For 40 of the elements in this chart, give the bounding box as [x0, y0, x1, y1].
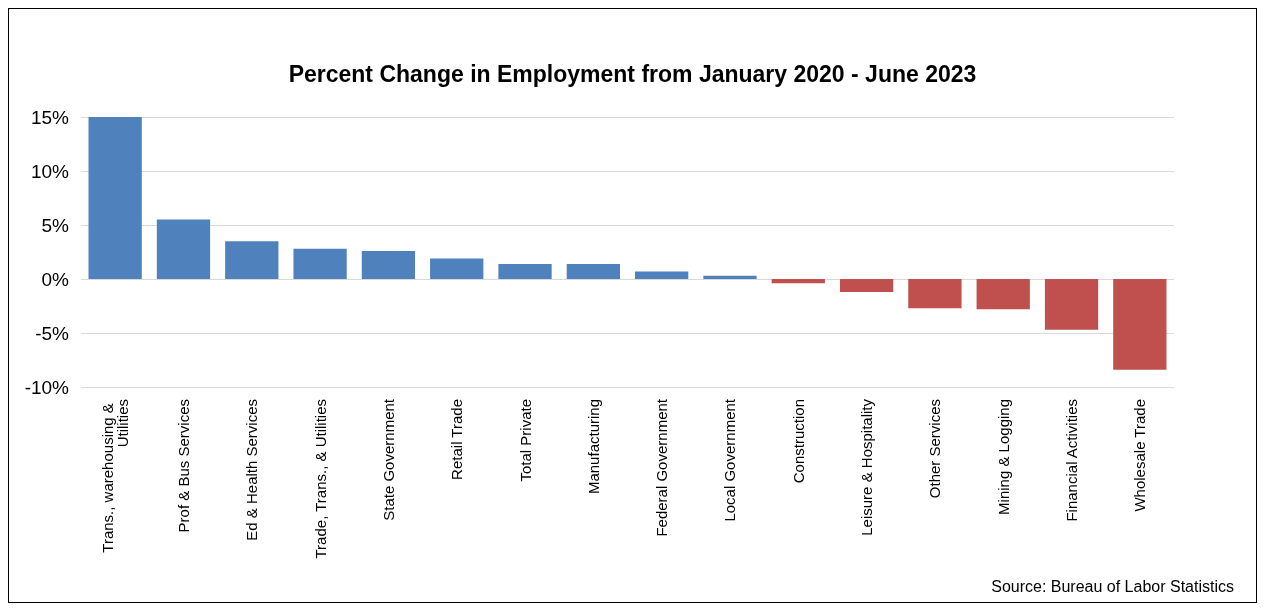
x-tick-label: Trade, Trans., & Utilities	[311, 399, 329, 559]
y-tick-label: -10%	[24, 376, 70, 398]
x-tick-label: Total Private	[516, 399, 534, 482]
bar	[156, 219, 211, 279]
x-tick-label: Prof & Bus Services	[174, 399, 192, 533]
y-tick-label: -5%	[35, 322, 70, 344]
x-tick-label: Local Government	[721, 398, 739, 522]
bar	[908, 279, 962, 309]
bar	[225, 241, 279, 279]
chart-title: Percent Change in Employment from January 2020 - June 2023	[288, 60, 977, 87]
bar	[361, 250, 416, 279]
x-tick-label: State Government	[379, 398, 397, 521]
x-tick-label: Manufacturing	[584, 399, 602, 495]
x-tick-label: Trans., warehousing & Utilities	[99, 399, 132, 553]
x-tick-label: Leisure & Hospitality	[858, 398, 876, 536]
x-tick-label: Federal Government	[653, 398, 671, 537]
y-tick-label: 0%	[41, 268, 70, 290]
bar	[88, 117, 142, 279]
x-tick-label: Wholesale Trade	[1131, 399, 1149, 512]
bar	[839, 279, 894, 292]
bar	[1044, 279, 1099, 330]
bar	[430, 258, 484, 279]
bar	[293, 248, 347, 279]
x-tick-label: Construction	[789, 399, 807, 484]
y-tick-label: 5%	[41, 214, 70, 236]
bar	[498, 263, 552, 279]
bar	[1113, 279, 1167, 370]
bar	[976, 279, 1030, 310]
y-tick-label: 15%	[30, 106, 70, 128]
x-tick-label: Mining & Logging	[994, 399, 1012, 515]
x-tick-label: Other Services	[926, 399, 944, 499]
bar	[703, 275, 757, 279]
x-tick-label: Retail Trade	[448, 399, 466, 480]
bar	[566, 263, 620, 279]
bar	[635, 271, 689, 279]
x-tick-label: Ed & Health Services	[243, 399, 261, 541]
x-tick-label: Financial Activities	[1063, 399, 1081, 522]
bar	[771, 279, 825, 284]
source-note: Source: Bureau of Labor Statistics	[991, 577, 1234, 595]
y-tick-label: 10%	[30, 160, 70, 182]
